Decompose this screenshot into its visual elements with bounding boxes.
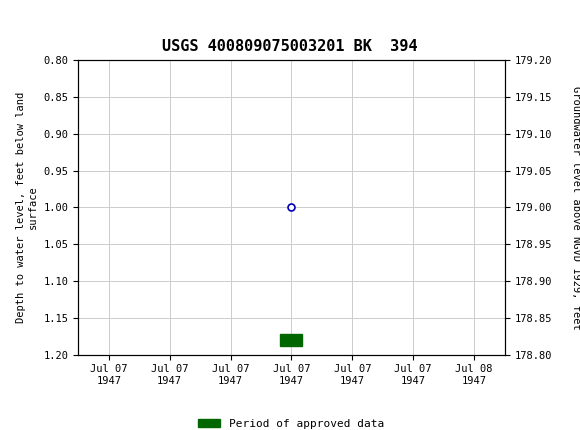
Y-axis label: Groundwater level above NGVD 1929, feet: Groundwater level above NGVD 1929, feet	[571, 86, 580, 329]
Legend: Period of approved data: Period of approved data	[194, 414, 389, 430]
Text: USGS 400809075003201 BK  394: USGS 400809075003201 BK 394	[162, 39, 418, 54]
Bar	[281, 335, 302, 346]
Y-axis label: Depth to water level, feet below land
surface: Depth to water level, feet below land su…	[16, 92, 38, 323]
Text: USGS: USGS	[36, 13, 96, 32]
